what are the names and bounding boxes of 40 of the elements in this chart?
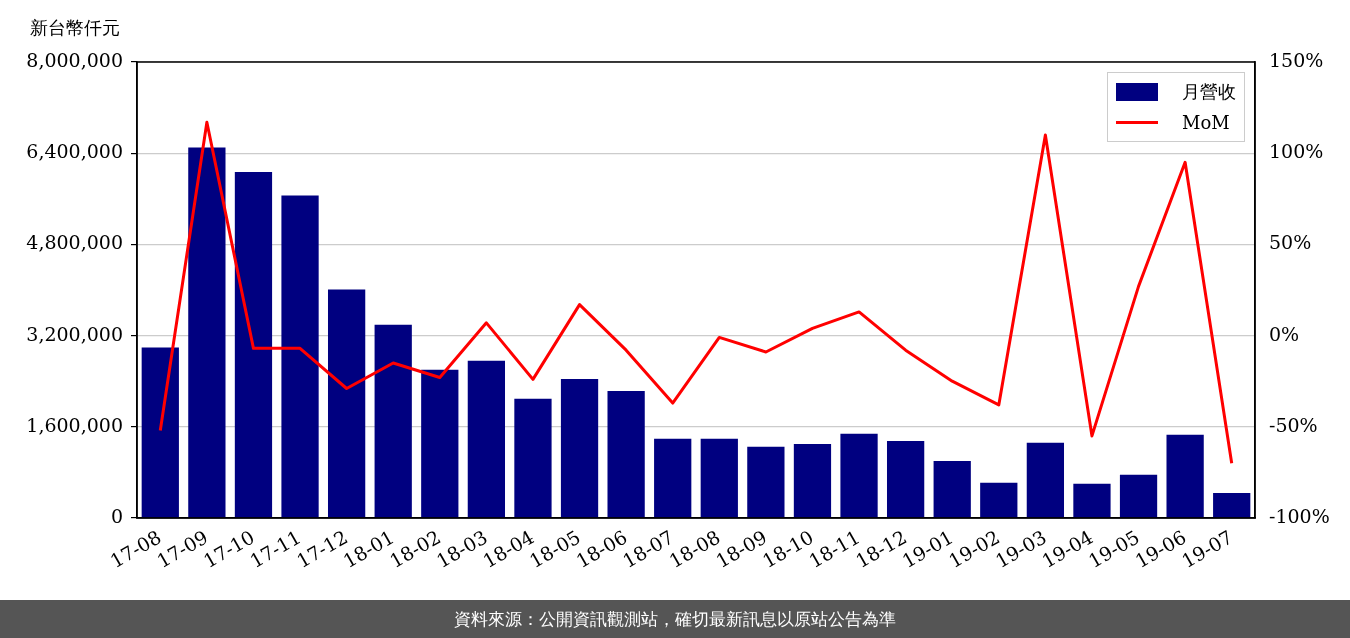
y-tick-label: 8,000,000	[26, 48, 123, 71]
bar	[793, 443, 832, 518]
bar	[141, 347, 179, 518]
bar	[514, 398, 552, 518]
bar	[607, 390, 645, 518]
bar	[234, 172, 273, 518]
y2-tick-label: 0%	[1269, 322, 1300, 345]
y-tick-label: 0	[110, 504, 123, 527]
bar	[374, 324, 412, 518]
bar	[1166, 434, 1204, 518]
bar	[281, 195, 319, 518]
bar	[933, 461, 971, 518]
source-note: 資料來源：公開資訊觀測站，確切最新訊息以原站公告為準	[0, 600, 1350, 638]
legend-label: 月營收	[1182, 80, 1236, 104]
bar	[1119, 474, 1158, 518]
bar	[1073, 483, 1111, 518]
bar	[1026, 442, 1065, 518]
bar	[467, 360, 506, 518]
legend-label: MoM	[1182, 111, 1230, 133]
bar	[421, 369, 459, 518]
y2-tick-label: -50%	[1269, 413, 1318, 436]
y2-tick-label: 50%	[1269, 231, 1312, 254]
y-axis-title: 新台幣仟元	[30, 16, 120, 40]
bar	[654, 438, 692, 518]
bar	[560, 378, 599, 518]
y-tick-label: 6,400,000	[26, 140, 123, 163]
y-tick-label: 4,800,000	[26, 231, 123, 254]
bar	[1213, 492, 1251, 518]
y2-tick-label: 150%	[1269, 48, 1324, 71]
bar	[980, 482, 1018, 518]
bar	[886, 441, 925, 518]
y2-tick-label: 100%	[1269, 140, 1324, 163]
bar	[327, 289, 366, 518]
bar	[840, 433, 878, 518]
bar	[188, 147, 226, 518]
bar	[700, 438, 738, 518]
y-tick-label: 1,600,000	[26, 413, 123, 436]
bar	[747, 446, 785, 518]
y2-tick-label: -100%	[1269, 504, 1330, 527]
y-tick-label: 3,200,000	[26, 322, 123, 345]
